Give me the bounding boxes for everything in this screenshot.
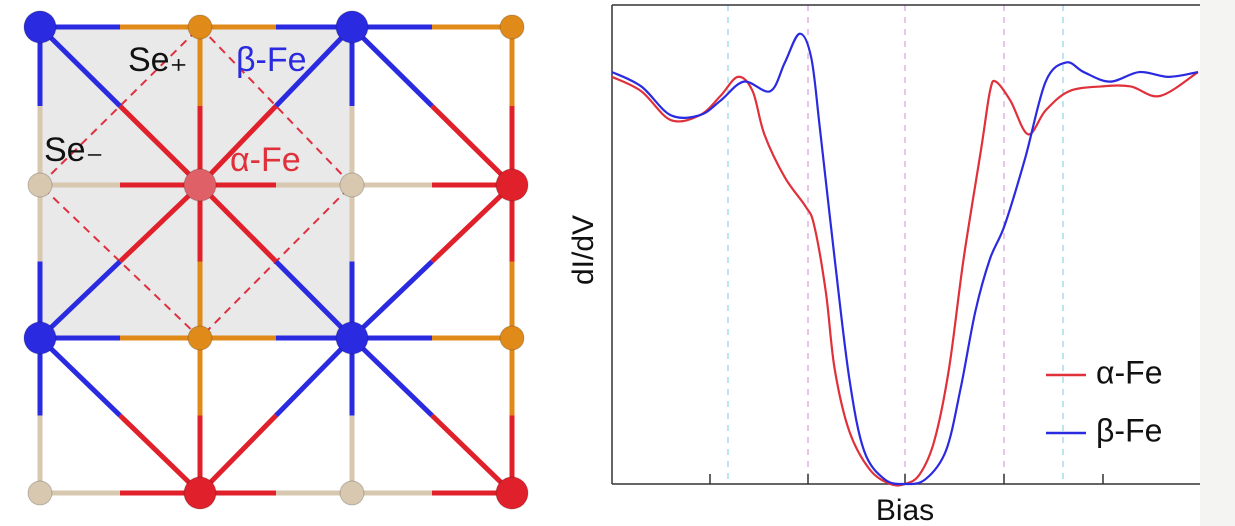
atom (27, 172, 53, 198)
atom (499, 325, 525, 351)
lattice (23, 10, 529, 510)
atom (495, 476, 529, 510)
bond (118, 104, 202, 187)
atom (27, 480, 53, 506)
bond (430, 104, 514, 187)
atom (335, 10, 369, 44)
bond (274, 336, 354, 418)
label-se-plus: Se₊ (128, 41, 188, 79)
label-se-minus: Se₋ (44, 131, 104, 169)
margin (1200, 0, 1235, 526)
bond (118, 183, 202, 264)
label-alpha-fe: α-Fe (230, 141, 301, 179)
bond (350, 25, 434, 108)
x-axis-label: Bias (876, 494, 934, 526)
bond (274, 259, 354, 340)
bond (430, 183, 514, 264)
bond (38, 25, 122, 108)
line-series (611, 32, 1199, 486)
guides (727, 5, 1064, 484)
bond (118, 413, 202, 495)
atom (339, 480, 365, 506)
bond (350, 259, 434, 340)
legend-label: β-Fe (1096, 412, 1162, 448)
bond (198, 104, 278, 187)
bond (430, 413, 514, 495)
bond (38, 336, 122, 418)
frame (611, 4, 1200, 485)
atom (23, 321, 57, 355)
atom (335, 321, 369, 355)
bond (198, 413, 278, 495)
bond (198, 183, 278, 264)
atom (183, 476, 217, 510)
bond (274, 25, 354, 108)
atom (187, 325, 213, 351)
plot: α-Fe β-Fe (611, 32, 1199, 487)
atom (23, 10, 57, 44)
atom (495, 168, 529, 202)
bond (350, 336, 434, 418)
atom (339, 172, 365, 198)
atom (183, 168, 217, 202)
y-axis-label: dI/dV (567, 215, 600, 285)
atom (499, 14, 525, 40)
bond (38, 259, 122, 340)
legend-label: α-Fe (1096, 354, 1163, 390)
label-beta-fe: β-Fe (236, 41, 307, 79)
atom (187, 14, 213, 40)
